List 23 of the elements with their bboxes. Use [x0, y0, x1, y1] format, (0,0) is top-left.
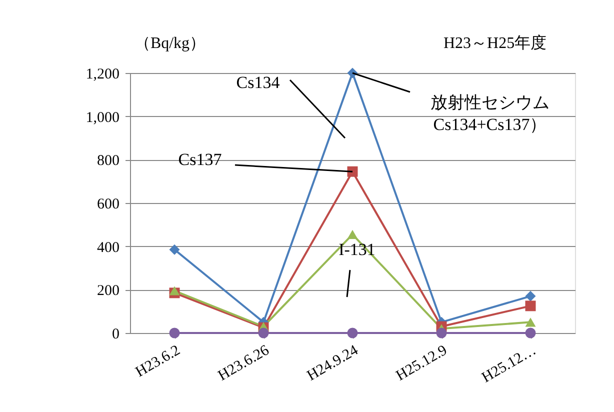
y-tick-label: 600 — [97, 196, 120, 212]
point — [347, 328, 358, 338]
point — [258, 328, 269, 338]
y-axis-title: （Bq/kg） — [134, 35, 206, 52]
y-tick-label: 1,200 — [86, 66, 120, 82]
point — [525, 290, 536, 302]
point — [347, 230, 358, 239]
point — [525, 328, 536, 338]
y-tick-label: 0 — [112, 326, 120, 342]
point — [169, 244, 180, 255]
point — [169, 328, 180, 338]
y-tick-label: 200 — [97, 283, 120, 300]
annotation: Cs134 — [236, 73, 280, 92]
point — [525, 300, 536, 312]
annotation: Cs137 — [178, 150, 222, 169]
y-tick-label: 1,000 — [86, 110, 120, 126]
chart-title: H23～H25年度 — [443, 34, 547, 52]
point — [525, 318, 536, 327]
y-tick-label: 800 — [97, 153, 120, 170]
y-tick-label: 400 — [97, 240, 120, 256]
point — [436, 328, 447, 338]
point — [169, 286, 180, 296]
annotation: 放射性セシウム Cs134+Cs137） — [430, 93, 550, 134]
